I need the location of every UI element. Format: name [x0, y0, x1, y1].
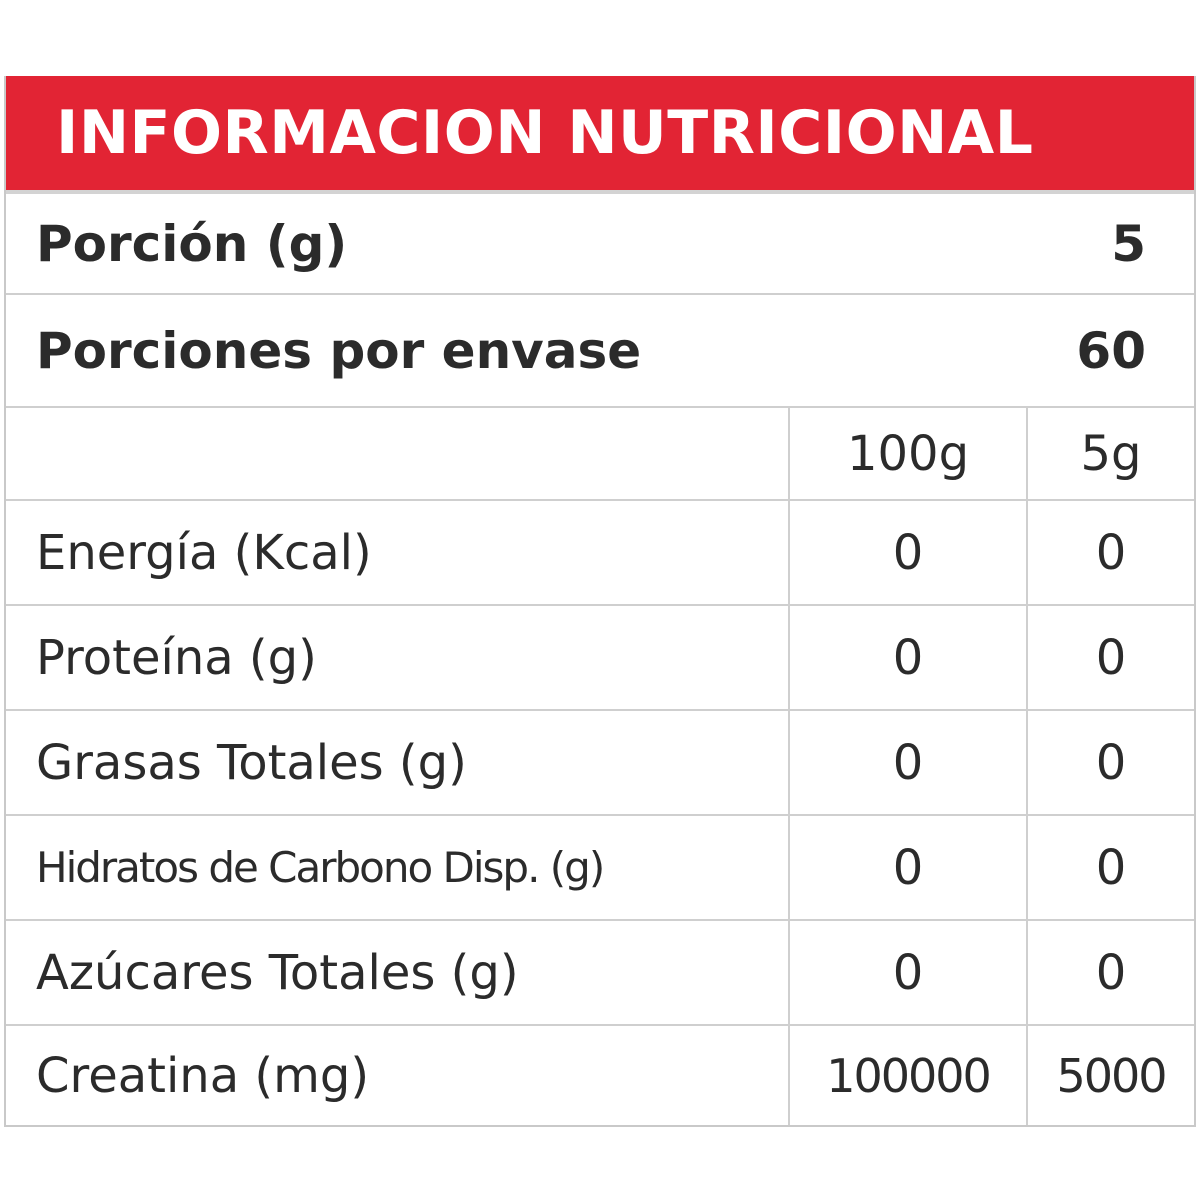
- nutrient-per-serving: 0: [1026, 606, 1194, 709]
- nutrient-per-100g: 0: [788, 711, 1026, 814]
- nutrient-name: Azúcares Totales (g): [36, 944, 519, 1001]
- nutrient-per-100g: 100000: [788, 1026, 1026, 1125]
- nutrient-name: Energía (Kcal): [36, 524, 372, 581]
- nutrient-row: Grasas Totales (g) 0 0: [6, 711, 1194, 816]
- nutrient-per-100g: 0: [788, 816, 1026, 919]
- nutrient-row: Creatina (mg) 100000 5000: [6, 1026, 1194, 1125]
- serving-size-label: Porción (g): [36, 214, 348, 273]
- nutrient-row: Energía (Kcal) 0 0: [6, 501, 1194, 606]
- nutrient-row: Proteína (g) 0 0: [6, 606, 1194, 711]
- column-header-100g: 100g: [788, 408, 1026, 499]
- nutrient-per-serving: 0: [1026, 816, 1194, 919]
- nutrient-row: Azúcares Totales (g) 0 0: [6, 921, 1194, 1026]
- serving-size-value: 5: [1111, 214, 1146, 273]
- column-header-row: 100g 5g: [6, 408, 1194, 501]
- nutrient-name: Grasas Totales (g): [36, 734, 467, 791]
- servings-per-container-label: Porciones por envase: [36, 321, 642, 380]
- nutrient-per-100g: 0: [788, 606, 1026, 709]
- nutrient-per-100g: 0: [788, 501, 1026, 604]
- nutrient-per-100g: 0: [788, 921, 1026, 1024]
- table-title: INFORMACION NUTRICIONAL: [56, 98, 1034, 168]
- nutrient-row: Hidratos de Carbono Disp. (g) 0 0: [6, 816, 1194, 921]
- nutrient-name: Creatina (mg): [36, 1047, 370, 1104]
- servings-per-container-row: Porciones por envase 60: [6, 295, 1194, 408]
- column-header-5g: 5g: [1026, 408, 1194, 499]
- table-header: INFORMACION NUTRICIONAL: [6, 76, 1194, 194]
- nutrient-per-serving: 0: [1026, 921, 1194, 1024]
- serving-size-row: Porción (g) 5: [6, 194, 1194, 295]
- nutrient-name: Hidratos de Carbono Disp. (g): [36, 843, 605, 892]
- nutrient-per-serving: 0: [1026, 501, 1194, 604]
- servings-per-container-value: 60: [1076, 321, 1146, 380]
- nutrition-table: INFORMACION NUTRICIONAL Porción (g) 5 Po…: [4, 76, 1196, 1127]
- nutrient-per-serving: 5000: [1026, 1026, 1194, 1125]
- nutrient-per-serving: 0: [1026, 711, 1194, 814]
- nutrient-name: Proteína (g): [36, 629, 317, 686]
